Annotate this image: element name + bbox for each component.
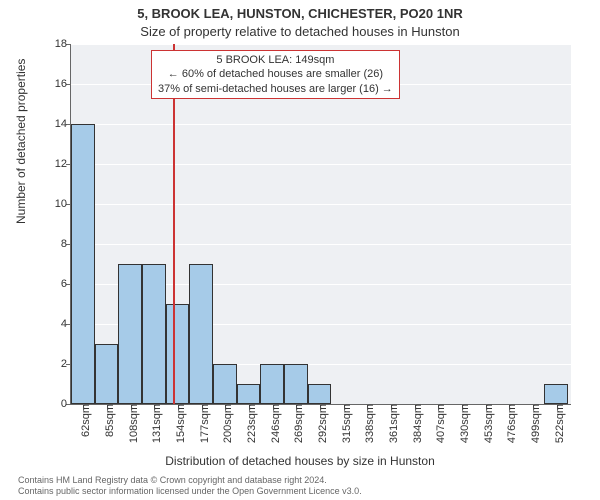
- x-axis-label: Distribution of detached houses by size …: [0, 454, 600, 468]
- y-tick-label: 16: [55, 78, 71, 90]
- histogram-bar: [142, 264, 166, 404]
- x-tick-label: 407sqm: [429, 404, 447, 443]
- x-tick-label: 453sqm: [477, 404, 495, 443]
- x-tick-label: 384sqm: [406, 404, 424, 443]
- y-tick-label: 18: [55, 38, 71, 50]
- y-tick-label: 2: [61, 358, 71, 370]
- x-tick-label: 269sqm: [287, 404, 305, 443]
- gridline: [71, 244, 571, 245]
- x-tick-label: 430sqm: [453, 404, 471, 443]
- gridline: [71, 124, 571, 125]
- histogram-bar: [95, 344, 119, 404]
- x-tick-label: 338sqm: [358, 404, 376, 443]
- x-tick-label: 315sqm: [335, 404, 353, 443]
- x-tick-label: 62sqm: [74, 404, 92, 437]
- attribution-line-1: Contains HM Land Registry data © Crown c…: [18, 475, 362, 485]
- histogram-bar: [71, 124, 95, 404]
- x-tick-label: 200sqm: [216, 404, 234, 443]
- histogram-bar: [308, 384, 332, 404]
- y-tick-label: 14: [55, 118, 71, 130]
- y-tick-label: 0: [61, 398, 71, 410]
- x-tick-label: 154sqm: [169, 404, 187, 443]
- x-tick-label: 361sqm: [382, 404, 400, 443]
- x-tick-label: 499sqm: [524, 404, 542, 443]
- y-tick-label: 12: [55, 158, 71, 170]
- reference-annotation-box: 5 BROOK LEA: 149sqm ← 60% of detached ho…: [151, 50, 400, 99]
- histogram-bar: [189, 264, 213, 404]
- attribution-text: Contains HM Land Registry data © Crown c…: [18, 475, 362, 496]
- y-tick-label: 6: [61, 278, 71, 290]
- histogram-bar: [237, 384, 261, 404]
- histogram-bar: [166, 304, 190, 404]
- y-tick-label: 4: [61, 318, 71, 330]
- x-tick-label: 292sqm: [311, 404, 329, 443]
- annotation-line-1: 5 BROOK LEA: 149sqm: [158, 53, 393, 67]
- gridline: [71, 204, 571, 205]
- histogram-bar: [544, 384, 568, 404]
- annotation-line-2: ← 60% of detached houses are smaller (26…: [158, 67, 393, 81]
- gridline: [71, 164, 571, 165]
- histogram-bar: [260, 364, 284, 404]
- histogram-plot: 02468101214161862sqm85sqm108sqm131sqm154…: [70, 44, 571, 405]
- attribution-line-2: Contains public sector information licen…: [18, 486, 362, 496]
- y-tick-label: 8: [61, 238, 71, 250]
- x-tick-label: 476sqm: [500, 404, 518, 443]
- x-tick-label: 85sqm: [98, 404, 116, 437]
- x-tick-label: 522sqm: [548, 404, 566, 443]
- x-tick-label: 177sqm: [193, 404, 211, 443]
- annotation-line-3: 37% of semi-detached houses are larger (…: [158, 82, 393, 96]
- histogram-bar: [284, 364, 308, 404]
- x-tick-label: 131sqm: [145, 404, 163, 443]
- histogram-bar: [213, 364, 237, 404]
- page-title-subtitle: Size of property relative to detached ho…: [0, 24, 600, 39]
- y-axis-label: Number of detached properties: [14, 59, 28, 224]
- x-tick-label: 108sqm: [122, 404, 140, 443]
- histogram-bar: [118, 264, 142, 404]
- gridline: [71, 44, 571, 45]
- y-tick-label: 10: [55, 198, 71, 210]
- x-tick-label: 223sqm: [240, 404, 258, 443]
- page-title-address: 5, BROOK LEA, HUNSTON, CHICHESTER, PO20 …: [0, 6, 600, 21]
- x-tick-label: 246sqm: [264, 404, 282, 443]
